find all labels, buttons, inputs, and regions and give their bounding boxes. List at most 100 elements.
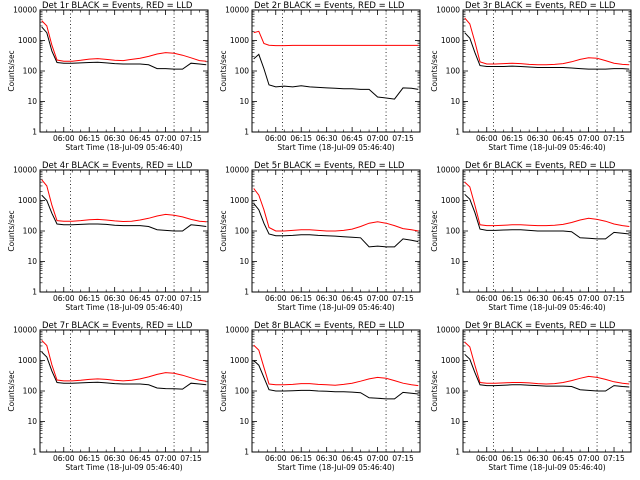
x-tick-label: 07:15 xyxy=(603,134,625,143)
x-tick-label: 07:00 xyxy=(578,294,600,303)
panel-7: Det 7r BLACK = Events, RED = LLD 1 10 100 10… xyxy=(7,321,209,472)
x-tick-label: 06:00 xyxy=(53,294,75,303)
x-tick-label: 06:45 xyxy=(129,134,151,143)
x-axis-label: Start Time (18-Jul-09 05:46:40) xyxy=(65,143,182,152)
y-tick-label: 100 xyxy=(446,67,461,76)
x-tick-label: 07:00 xyxy=(578,454,600,463)
x-tick-label: 06:00 xyxy=(265,294,287,303)
y-tick-label: 10 xyxy=(239,97,249,106)
y-axis-label: Counts/sec xyxy=(219,370,228,411)
x-tick-label: 07:15 xyxy=(180,454,202,463)
y-tick-label: 10000 xyxy=(13,166,37,175)
y-tick-label: 1 xyxy=(244,448,249,457)
series-line-lld xyxy=(253,30,419,47)
x-tick-label: 06:15 xyxy=(501,294,523,303)
x-tick-label: 06:30 xyxy=(104,134,126,143)
x-tick-label: 06:30 xyxy=(527,134,549,143)
x-tick-label: 06:00 xyxy=(265,454,287,463)
y-tick-label: 10 xyxy=(450,417,460,426)
series-line-lld xyxy=(41,20,207,62)
x-tick-label: 06:30 xyxy=(316,294,338,303)
x-axis-label: Start Time (18-Jul-09 05:46:40) xyxy=(488,303,605,312)
series-line-events xyxy=(464,32,630,70)
y-tick-label: 1000 xyxy=(18,356,37,365)
y-tick-label: 10 xyxy=(27,97,37,106)
x-tick-label: 07:00 xyxy=(367,454,389,463)
x-tick-label: 06:00 xyxy=(476,294,498,303)
x-tick-label: 06:15 xyxy=(78,454,100,463)
x-tick-label: 06:15 xyxy=(290,294,312,303)
y-tick-label: 10 xyxy=(450,257,460,266)
series-line-lld xyxy=(41,339,207,382)
y-tick-label: 10 xyxy=(239,257,249,266)
x-tick-label: 06:45 xyxy=(552,134,574,143)
x-tick-label: 06:45 xyxy=(341,454,363,463)
x-tick-label: 06:15 xyxy=(501,454,523,463)
y-tick-label: 100 xyxy=(23,227,38,236)
x-tick-label: 06:30 xyxy=(316,454,338,463)
x-tick-label: 07:00 xyxy=(367,134,389,143)
y-tick-label: 10000 xyxy=(436,166,460,175)
y-tick-label: 10 xyxy=(450,97,460,106)
y-tick-label: 10000 xyxy=(436,326,460,335)
y-tick-label: 1 xyxy=(32,128,37,137)
series-line-lld xyxy=(41,179,207,223)
y-axis-label: Counts/sec xyxy=(430,50,439,91)
y-axis-label: Counts/sec xyxy=(219,50,228,91)
x-tick-label: 06:15 xyxy=(78,134,100,143)
panel-9: Det 9r BLACK = Events, RED = LLD 1 10 100 10… xyxy=(430,321,632,472)
y-tick-label: 1 xyxy=(455,128,460,137)
y-tick-label: 1000 xyxy=(230,356,249,365)
y-tick-label: 1 xyxy=(32,448,37,457)
y-tick-label: 10 xyxy=(27,257,37,266)
x-tick-label: 07:15 xyxy=(180,134,202,143)
x-tick-label: 06:00 xyxy=(476,134,498,143)
x-axis-label: Start Time (18-Jul-09 05:46:40) xyxy=(488,143,605,152)
panel-title: Det 1r BLACK = Events, RED = LLD xyxy=(42,1,193,11)
y-tick-label: 100 xyxy=(23,67,38,76)
y-tick-label: 100 xyxy=(446,387,461,396)
y-tick-label: 1000 xyxy=(230,196,249,205)
y-tick-label: 1000 xyxy=(441,36,460,45)
y-tick-label: 10000 xyxy=(13,326,37,335)
series-line-events xyxy=(253,53,419,100)
y-tick-label: 100 xyxy=(235,67,250,76)
y-tick-label: 1000 xyxy=(18,36,37,45)
x-axis-label: Start Time (18-Jul-09 05:46:40) xyxy=(488,463,605,472)
y-tick-label: 1000 xyxy=(441,196,460,205)
x-tick-label: 06:30 xyxy=(104,454,126,463)
panel-title: Det 6r BLACK = Events, RED = LLD xyxy=(465,161,616,171)
plot-frame xyxy=(39,9,209,133)
x-tick-label: 07:00 xyxy=(367,294,389,303)
y-tick-label: 10 xyxy=(27,417,37,426)
x-tick-label: 07:15 xyxy=(392,294,414,303)
x-tick-label: 07:00 xyxy=(578,134,600,143)
plot-frame xyxy=(251,9,421,133)
series-line-lld xyxy=(253,188,419,232)
x-axis-label: Start Time (18-Jul-09 05:46:40) xyxy=(277,463,394,472)
x-tick-label: 06:45 xyxy=(129,294,151,303)
panel-1: Det 1r BLACK = Events, RED = LLD 1 10 100 10… xyxy=(7,1,209,152)
y-tick-label: 1000 xyxy=(18,196,37,205)
series-line-events xyxy=(253,360,419,400)
x-axis-label: Start Time (18-Jul-09 05:46:40) xyxy=(277,303,394,312)
x-tick-label: 06:00 xyxy=(53,454,75,463)
x-tick-label: 06:15 xyxy=(290,134,312,143)
y-axis-label: Counts/sec xyxy=(7,210,16,251)
panel-title: Det 5r BLACK = Events, RED = LLD xyxy=(254,161,405,171)
panel-title: Det 3r BLACK = Events, RED = LLD xyxy=(465,1,616,11)
y-axis-label: Counts/sec xyxy=(430,210,439,251)
y-tick-label: 10000 xyxy=(225,6,249,15)
series-line-events xyxy=(464,353,630,392)
y-tick-label: 10 xyxy=(239,417,249,426)
series-line-lld xyxy=(253,344,419,387)
x-tick-label: 06:15 xyxy=(78,294,100,303)
panel-title: Det 9r BLACK = Events, RED = LLD xyxy=(465,321,616,331)
panel-4: Det 4r BLACK = Events, RED = LLD 1 10 100 10… xyxy=(7,161,209,312)
x-tick-label: 06:45 xyxy=(129,454,151,463)
panel-8: Det 8r BLACK = Events, RED = LLD 1 10 100 10… xyxy=(219,321,421,472)
x-tick-label: 06:00 xyxy=(476,454,498,463)
y-tick-label: 10000 xyxy=(13,6,37,15)
y-axis-label: Counts/sec xyxy=(219,210,228,251)
